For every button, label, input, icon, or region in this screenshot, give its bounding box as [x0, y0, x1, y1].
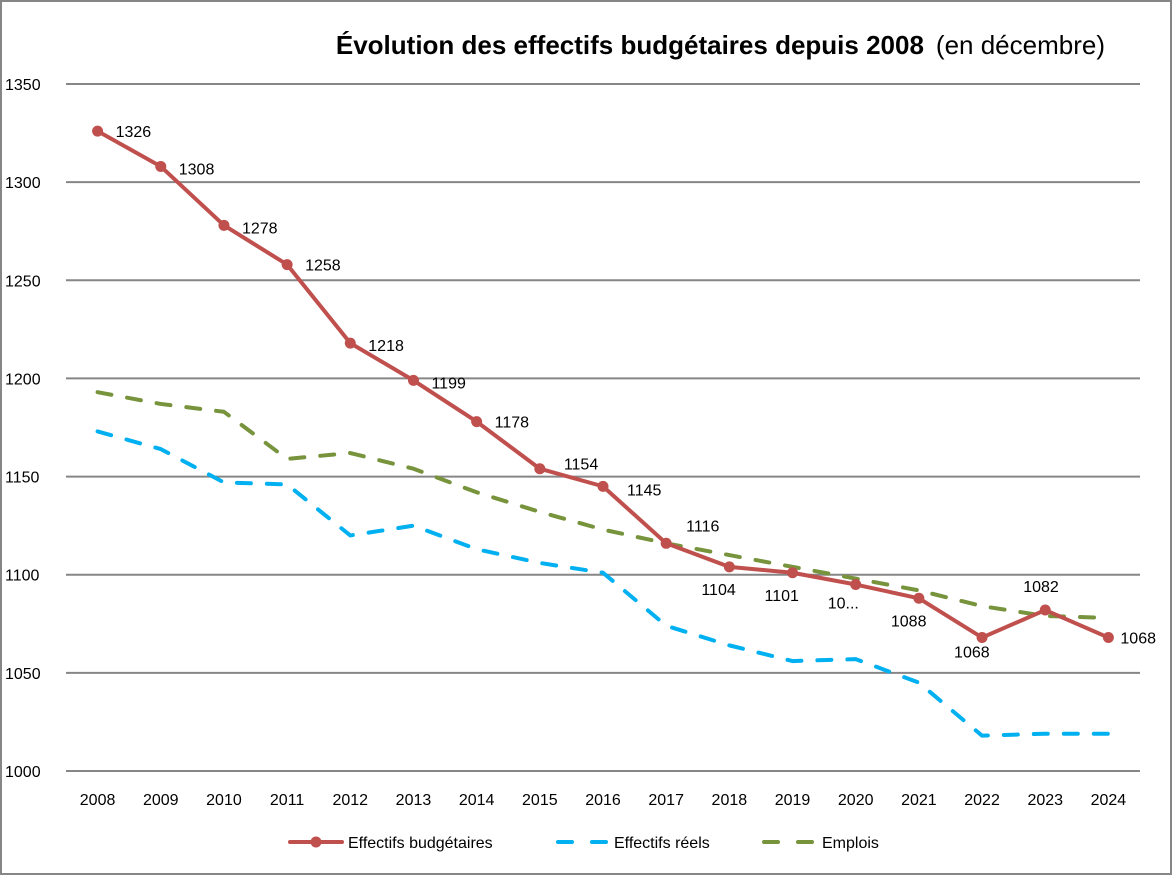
x-tick-label: 2022 — [964, 792, 1000, 809]
data-point-marker — [344, 337, 356, 349]
data-point-marker — [913, 592, 925, 604]
data-point-marker — [218, 219, 230, 231]
y-tick-label: 1050 — [5, 666, 41, 683]
y-tick-label: 1100 — [5, 568, 40, 585]
x-tick-label: 2009 — [143, 792, 179, 809]
data-label: 1104 — [701, 582, 736, 599]
series-line-emplois — [95, 390, 1111, 620]
series-markers — [92, 125, 1114, 644]
chart-title: Évolution des effectifs budgétaires depu… — [336, 30, 1105, 60]
data-point-marker — [534, 463, 546, 475]
legend-label: Emplois — [822, 835, 879, 852]
data-point-marker — [850, 579, 862, 591]
x-tick-label: 2016 — [585, 792, 621, 809]
data-point-marker — [660, 537, 672, 549]
x-tick-label: 2013 — [396, 792, 432, 809]
gridlines — [66, 83, 1140, 772]
data-point-marker — [1039, 604, 1051, 616]
data-point-marker — [92, 125, 104, 137]
data-labels: 1326 1308 1278 1258 1218 1199 1178 1154 1145 1116… — [116, 124, 1157, 661]
data-label: 1308 — [179, 161, 215, 178]
x-tick-label: 2012 — [332, 792, 368, 809]
x-tick-label: 2008 — [80, 792, 116, 809]
data-label: 1082 — [1023, 579, 1059, 596]
y-tick-label: 1250 — [5, 273, 41, 290]
series-line-effectifs-r-els — [95, 429, 1111, 738]
y-tick-label: 1300 — [5, 175, 41, 192]
y-tick-label: 1000 — [5, 764, 41, 781]
legend-label: Effectifs budgétaires — [348, 835, 493, 852]
data-label: 1068 — [1120, 631, 1156, 648]
chart-title-main: Évolution des effectifs budgétaires depu… — [336, 30, 924, 60]
x-tick-label: 2018 — [712, 792, 748, 809]
chart-title-suffix: (en décembre) — [936, 30, 1105, 60]
x-tick-label: 2024 — [1091, 792, 1127, 809]
y-tick-label: 1200 — [5, 371, 41, 388]
data-label: 1088 — [891, 613, 927, 630]
x-tick-label: 2011 — [270, 792, 305, 809]
legend-swatch-marker — [310, 836, 322, 848]
legend: Effectifs budgétaires Effectifs réels Empl… — [288, 835, 879, 852]
data-label: 1199 — [431, 375, 466, 392]
x-tick-label: 2010 — [206, 792, 242, 809]
data-point-marker — [471, 416, 483, 428]
x-tick-label: 2021 — [901, 792, 937, 809]
series-line-effectifs-budg-taires — [95, 129, 1111, 640]
data-label: 1145 — [627, 482, 662, 499]
legend-label: Effectifs réels — [614, 835, 710, 852]
data-label: 10... — [828, 596, 859, 613]
data-label: 1116 — [686, 518, 719, 535]
x-tick-label: 2019 — [775, 792, 811, 809]
data-label: 1154 — [564, 457, 599, 474]
data-point-marker — [1102, 632, 1114, 644]
x-tick-label: 2020 — [838, 792, 874, 809]
data-point-marker — [281, 259, 293, 271]
y-tick-label: 1350 — [5, 77, 41, 94]
data-point-marker — [155, 160, 167, 172]
legend-item: Effectifs budgétaires — [288, 835, 493, 852]
data-point-marker — [407, 374, 419, 386]
data-label: 1326 — [116, 124, 152, 141]
legend-item: Emplois — [762, 835, 879, 852]
data-label: 1218 — [368, 338, 404, 355]
data-point-marker — [787, 567, 799, 579]
legend-item: Effectifs réels — [556, 835, 710, 852]
x-tick-label: 2015 — [522, 792, 558, 809]
data-label: 1278 — [242, 220, 278, 237]
y-tick-label: 1150 — [5, 470, 40, 487]
x-tick-label: 2014 — [459, 792, 495, 809]
data-point-marker — [597, 480, 609, 492]
y-axis-ticks: 1000 1050 1100 1150 1200 1250 1300 1350 — [5, 77, 41, 781]
data-point-marker — [723, 561, 735, 573]
data-label: 1068 — [954, 645, 990, 662]
data-point-marker — [976, 632, 988, 644]
data-label: 1178 — [495, 415, 530, 432]
x-tick-label: 2017 — [648, 792, 684, 809]
data-label: 1101 — [765, 588, 800, 605]
x-tick-label: 2023 — [1027, 792, 1063, 809]
x-axis-ticks: 2008 2009 2010 2011 2012 2013 2014 2015 2016 2017… — [80, 792, 1127, 809]
data-label: 1258 — [305, 258, 341, 275]
